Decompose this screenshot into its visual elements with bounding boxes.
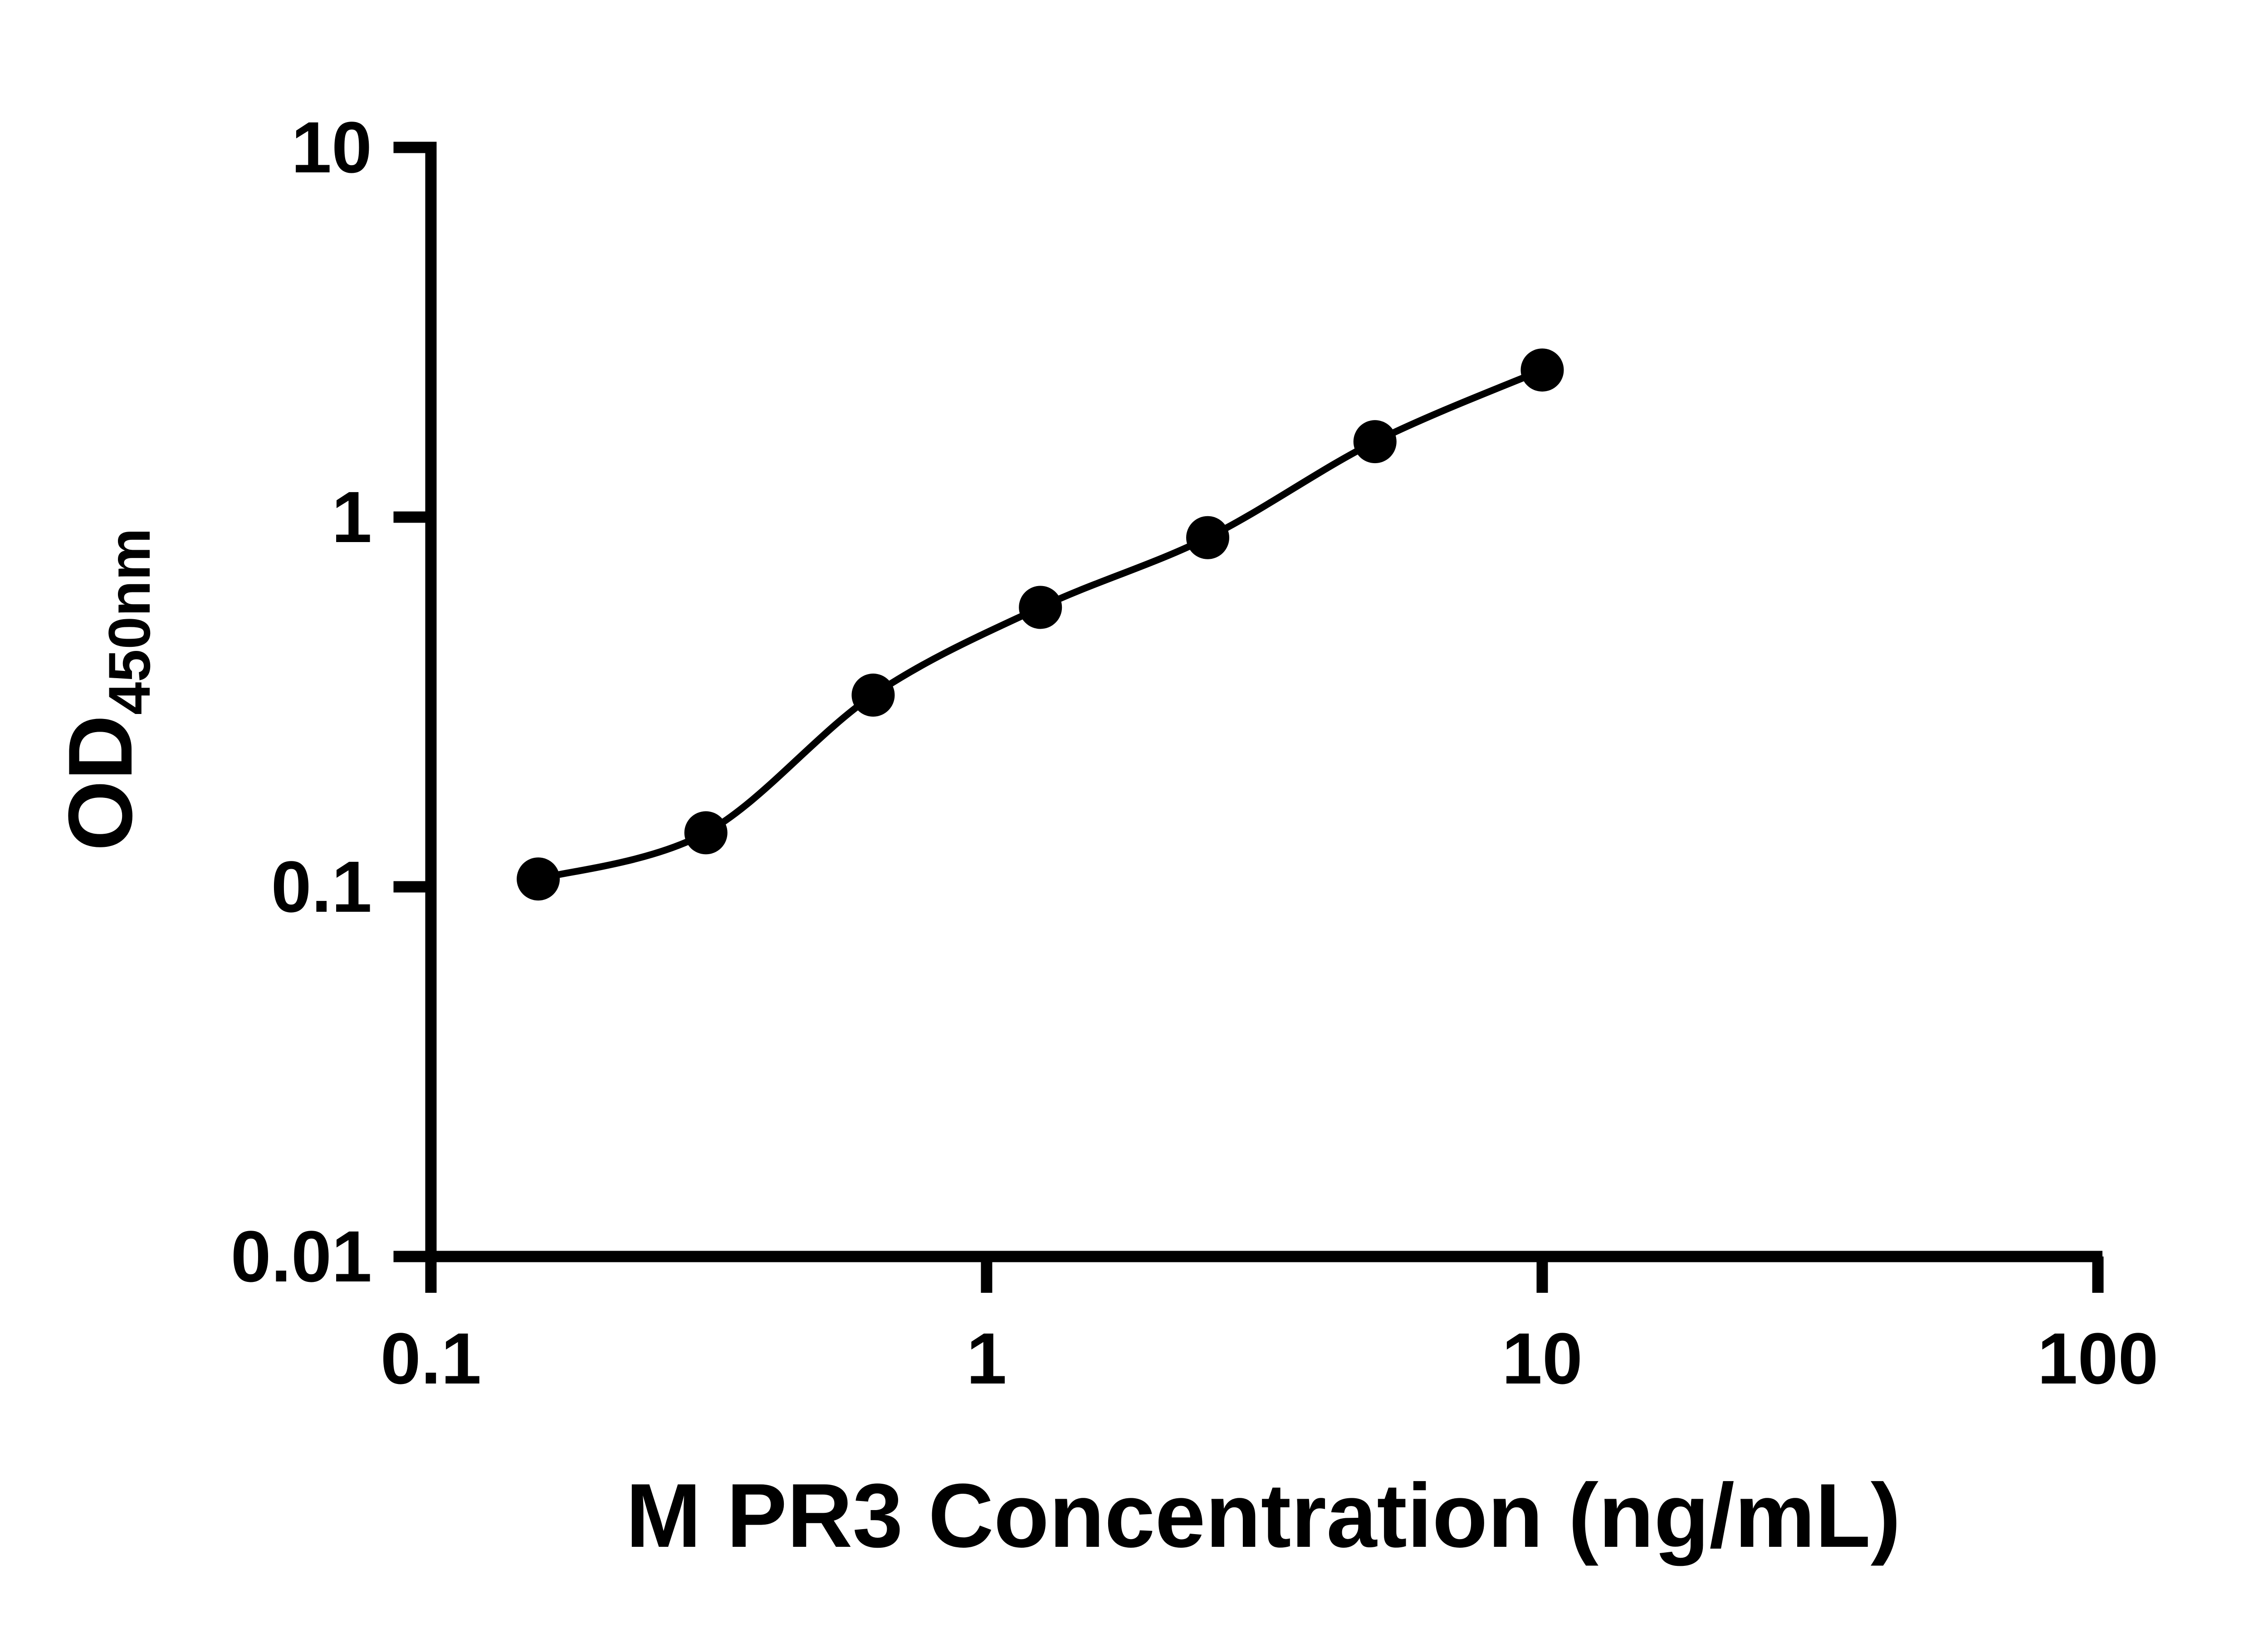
x-axis-title: M PR3 Concentration (ng/mL) (626, 1465, 1901, 1566)
y-tick-label: 0.1 (271, 846, 372, 927)
y-axis-title: OD450nm (50, 528, 162, 851)
data-point (1520, 348, 1564, 392)
data-point (1186, 516, 1229, 559)
x-tick-label: 1 (967, 1318, 1007, 1399)
data-point (1019, 586, 1062, 629)
data-point (517, 857, 560, 901)
y-axis-title-sub: 450nm (96, 528, 162, 715)
y-axis-title-main: OD (50, 715, 151, 851)
y-tick-label: 10 (291, 107, 372, 188)
y-tick-label: 1 (332, 476, 372, 557)
data-point (1353, 420, 1397, 464)
x-tick-label: 10 (1502, 1318, 1583, 1399)
x-tick-label: 0.1 (381, 1318, 481, 1399)
data-point (851, 673, 895, 717)
y-tick-label: 0.01 (231, 1216, 372, 1297)
data-point (684, 811, 728, 855)
x-tick-label: 100 (2038, 1318, 2159, 1399)
